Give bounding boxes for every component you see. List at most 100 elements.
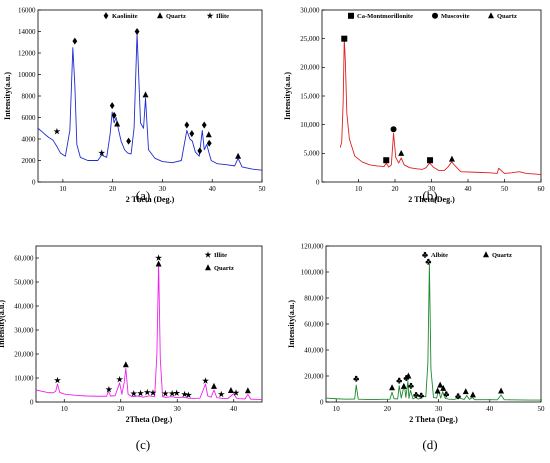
panel-caption: (c): [136, 437, 150, 452]
x-tick-label: 40: [486, 405, 494, 413]
x-tick-label: 30: [174, 405, 182, 413]
peak-marker-star: [155, 254, 163, 261]
legend-item: Illite: [204, 251, 227, 259]
peak-marker-triangle: [114, 120, 121, 127]
y-tick-label: 60,000: [304, 320, 324, 328]
legend-item: Albite: [422, 251, 448, 259]
x-tick-label: 40: [209, 185, 217, 193]
peak-marker-club: [443, 391, 450, 398]
y-tick-label: 8000: [22, 92, 37, 100]
peak-marker-triangle: [235, 152, 242, 159]
legend-label: Quartz: [497, 13, 517, 20]
x-tick-label: 20: [392, 185, 400, 193]
xrd-pattern-line: [35, 262, 263, 401]
legend-label: Albite: [431, 252, 448, 259]
peak-marker-star: [137, 389, 144, 397]
y-tick-label: 16000: [18, 6, 36, 14]
legend-item: Muscovite: [432, 12, 470, 20]
x-tick-label: 50: [501, 185, 509, 193]
panel-caption: (d): [422, 437, 437, 452]
y-tick-label: 100,000: [301, 268, 324, 276]
y-axis-title: Intensity(a.u.): [283, 72, 292, 120]
peak-marker-star: [202, 377, 209, 384]
legend-label: Quartz: [492, 252, 512, 259]
peak-marker-diamond: [184, 121, 190, 129]
peak-marker-triangle: [405, 372, 412, 379]
legend-marker-circle: [432, 12, 438, 19]
peak-marker-triangle: [400, 382, 407, 389]
y-tick-label: 0: [30, 398, 34, 406]
x-axis-title: 2 Theta (Deg.): [409, 415, 458, 424]
legend-label: Muscovite: [441, 13, 470, 20]
legend-marker-triangle: [488, 12, 494, 19]
y-tick-label: 120,000: [301, 242, 324, 250]
y-axis-title: Intensity(a.u.): [0, 300, 6, 348]
y-tick-label: 15,000: [300, 92, 320, 100]
peak-marker-triangle: [227, 386, 234, 393]
legend-item: Illite: [206, 12, 229, 20]
peak-marker-triangle: [398, 149, 405, 156]
x-tick-label: 30: [159, 185, 167, 193]
x-axis-title: 2 Theta(Deg.): [408, 195, 455, 204]
x-tick-label: 40: [230, 405, 238, 413]
chart-panel-d: 10 20 30 40 50 0 20,000 40,000 60,000 80,000 100,0…: [287, 242, 545, 452]
y-tick-label: 0: [32, 178, 36, 186]
y-tick-label: 10000: [18, 71, 36, 79]
xrd-pattern-line: [339, 38, 542, 175]
peak-marker-diamond: [206, 139, 212, 147]
y-tick-label: 14000: [18, 28, 36, 36]
y-tick-label: 50,000: [14, 278, 34, 286]
y-tick-label: 20,000: [14, 350, 34, 358]
y-tick-label: 0: [316, 178, 320, 186]
peak-marker-diamond: [189, 130, 195, 138]
peak-marker-star: [217, 390, 225, 398]
peak-marker-star: [130, 390, 138, 397]
panel-caption: (a): [136, 188, 150, 203]
peak-marker-star: [116, 375, 124, 383]
legend-item: Ca-Montmorillonite: [348, 12, 413, 20]
peak-marker-square: [383, 157, 390, 164]
legend-label: Quartz: [214, 265, 234, 272]
peak-marker-star: [173, 389, 181, 397]
peak-marker-triangle: [448, 155, 455, 162]
y-tick-label: 10,000: [300, 121, 320, 129]
peak-marker-triangle: [122, 361, 129, 368]
peak-marker-star: [232, 389, 240, 396]
legend-marker-star: [206, 12, 214, 19]
peak-marker-star: [161, 390, 169, 397]
y-tick-label: 0: [320, 398, 324, 406]
y-tick-label: 30,000: [14, 326, 34, 334]
peak-marker-triangle: [498, 387, 505, 394]
peak-marker-triangle: [389, 384, 396, 391]
peak-marker-triangle: [434, 387, 441, 394]
y-tick-label: 10,000: [14, 374, 34, 382]
x-axis-title: 2 Theta (Deg.): [126, 195, 175, 204]
x-tick-label: 50: [259, 185, 267, 193]
peak-marker-triangle: [437, 381, 444, 388]
peak-marker-club: [353, 375, 360, 382]
peak-marker-triangle: [142, 91, 149, 98]
legend-item: Quartz: [488, 12, 517, 20]
x-tick-label: 10: [355, 185, 363, 193]
peak-marker-star: [185, 391, 192, 398]
y-tick-label: 12000: [18, 49, 36, 57]
legend-label: Ca-Montmorillonite: [357, 13, 413, 20]
legend-marker-square: [348, 12, 354, 19]
peak-marker-triangle: [205, 131, 212, 138]
peak-marker-diamond: [126, 137, 131, 145]
x-tick-label: 30: [435, 405, 443, 413]
peak-marker-triangle: [462, 388, 469, 395]
peak-marker-star: [149, 389, 157, 396]
peak-marker-circle: [390, 126, 397, 133]
legend-item: Quartz: [205, 264, 234, 272]
peak-marker-triangle: [244, 387, 251, 394]
y-tick-label: 30,000: [300, 6, 320, 14]
peak-marker-triangle: [440, 384, 447, 391]
y-tick-label: 40,000: [304, 346, 324, 354]
legend-label: Illite: [216, 13, 229, 20]
legend-label: Illite: [214, 252, 227, 259]
legend-marker-diamond: [103, 12, 109, 20]
x-tick-label: 10: [61, 405, 69, 413]
